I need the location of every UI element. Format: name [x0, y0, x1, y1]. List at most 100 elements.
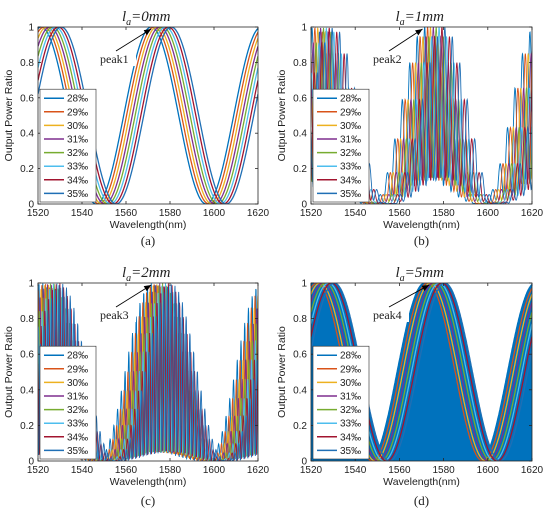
- legend-entry: 28‰: [340, 351, 361, 362]
- y-tick-label: 0: [28, 200, 34, 211]
- x-tick-label: 1540: [71, 208, 94, 219]
- legend-entry: 30‰: [67, 121, 88, 132]
- y-tick-label: 0.4: [20, 385, 34, 396]
- axes-frame: [37, 26, 259, 205]
- legend: 28‰ 29‰ 30‰ 31‰ 32‰ 33‰ 34‰ 35‰: [312, 345, 370, 460]
- chart-panel-2: 1520 1540 1560 1580 1600 1620 0 0.2 0.4 0.6 0.8 1 Wa…: [276, 9, 544, 248]
- x-tick-label: 1580: [159, 465, 182, 476]
- x-tick-label: 1560: [115, 208, 138, 219]
- series-line-34‰: [311, 283, 532, 461]
- y-tick-label: 0.4: [293, 129, 307, 140]
- x-tick-label: 1540: [344, 208, 367, 219]
- x-tick-label: 1620: [247, 465, 270, 476]
- legend: 28‰ 29‰ 30‰ 31‰ 32‰ 33‰ 34‰ 35‰: [312, 88, 370, 203]
- panel-title: la=2mm: [122, 265, 171, 284]
- y-tick-label: 0.8: [20, 58, 34, 69]
- legend-entry: 28‰: [67, 351, 88, 362]
- y-tick-label: 0.6: [293, 350, 307, 361]
- x-tick-label: 1560: [388, 208, 411, 219]
- panel-title: la=0mm: [122, 9, 171, 28]
- x-tick-label: 1540: [71, 465, 94, 476]
- annotation-bg: [371, 308, 409, 322]
- title-sub: a: [126, 17, 131, 28]
- title-main: l: [396, 265, 400, 281]
- legend-entry: 34‰: [67, 432, 88, 443]
- panel-caption: (c): [141, 493, 155, 508]
- y-tick-label: 0.2: [293, 421, 307, 432]
- y-tick-label: 1: [301, 23, 307, 34]
- annotation-label: peak1: [100, 52, 129, 66]
- legend-entry: 32‰: [340, 405, 361, 416]
- x-tick-label: 1560: [388, 465, 411, 476]
- annotation-arrow-head: [143, 285, 152, 292]
- x-tick-label: 1580: [159, 208, 182, 219]
- annotation-arrow-head: [415, 29, 423, 36]
- title-sub: a: [126, 273, 131, 284]
- axes-frame: [310, 26, 533, 205]
- y-tick-label: 0.6: [293, 93, 307, 104]
- panel-caption: (a): [141, 233, 155, 248]
- legend-entry: 28‰: [340, 94, 361, 105]
- x-axis-label: Wavelength(nm): [110, 219, 187, 231]
- x-tick-label: 1520: [27, 465, 50, 476]
- annotation-label: peak2: [373, 52, 402, 66]
- x-tick-label: 1540: [344, 465, 367, 476]
- legend-entry: 29‰: [67, 107, 88, 118]
- chart-panel-1: 1520 1540 1560 1580 1600 1620 0 0.2 0.4 0.6 0.8 1 Wa…: [3, 9, 270, 248]
- title-main: l: [122, 9, 126, 25]
- title-rest: =0mm: [131, 9, 170, 25]
- legend-entry: 35‰: [340, 446, 361, 457]
- y-tick-label: 0: [28, 457, 34, 468]
- legend-entry: 32‰: [67, 405, 88, 416]
- annotation-bg: [371, 52, 409, 66]
- x-axis-label: Wavelength(nm): [383, 219, 460, 231]
- x-tick-label: 1560: [115, 465, 138, 476]
- legend-box: [312, 345, 370, 460]
- series-line-32‰: [38, 27, 258, 204]
- annotation-label: peak3: [100, 308, 129, 322]
- x-tick-label: 1600: [203, 208, 226, 219]
- series-line-32‰: [311, 283, 532, 461]
- legend-entry: 31‰: [340, 135, 361, 146]
- y-tick-label: 0.8: [293, 314, 307, 325]
- y-tick-label: 1: [301, 279, 307, 290]
- legend-entry: 33‰: [67, 419, 88, 430]
- legend-entry: 33‰: [67, 162, 88, 173]
- legend-box: [39, 88, 97, 203]
- y-tick-label: 0.2: [20, 164, 34, 175]
- panel-caption: (b): [414, 233, 429, 248]
- series-line-35‰: [38, 27, 258, 204]
- title-main: l: [396, 9, 400, 25]
- y-tick-label: 0.6: [20, 93, 34, 104]
- legend-entry: 29‰: [340, 364, 361, 375]
- annotation-arrow-head: [421, 285, 430, 291]
- y-tick-label: 0: [301, 457, 307, 468]
- legend-entry: 29‰: [340, 107, 361, 118]
- x-tick-label: 1520: [300, 465, 323, 476]
- legend-entry: 34‰: [67, 175, 88, 186]
- y-tick-label: 0.2: [293, 164, 307, 175]
- annotation-arrow-line: [388, 284, 430, 308]
- x-tick-label: 1520: [27, 208, 50, 219]
- y-tick-label: 1: [28, 279, 34, 290]
- x-tick-label: 1600: [203, 465, 226, 476]
- y-tick-label: 0.8: [20, 314, 34, 325]
- x-axis-label: Wavelength(nm): [383, 476, 460, 488]
- legend-entry: 32‰: [340, 148, 361, 159]
- legend-entry: 31‰: [67, 135, 88, 146]
- legend-box: [39, 345, 97, 460]
- legend-entry: 32‰: [67, 148, 88, 159]
- legend-entry: 33‰: [340, 162, 361, 173]
- series-line-35‰: [311, 283, 532, 461]
- y-tick-label: 1: [28, 23, 34, 34]
- y-axis-label: Output Power Ratio: [276, 326, 288, 418]
- annotation-arrow-head: [143, 29, 152, 36]
- legend-entry: 31‰: [340, 392, 361, 403]
- legend-entry: 28‰: [67, 94, 88, 105]
- axes-frame: [310, 282, 533, 462]
- y-tick-label: 0.8: [293, 58, 307, 69]
- x-axis-label: Wavelength(nm): [110, 476, 187, 488]
- legend: 28‰ 29‰ 30‰ 31‰ 32‰ 33‰ 34‰ 35‰: [39, 88, 97, 203]
- x-tick-label: 1580: [432, 208, 455, 219]
